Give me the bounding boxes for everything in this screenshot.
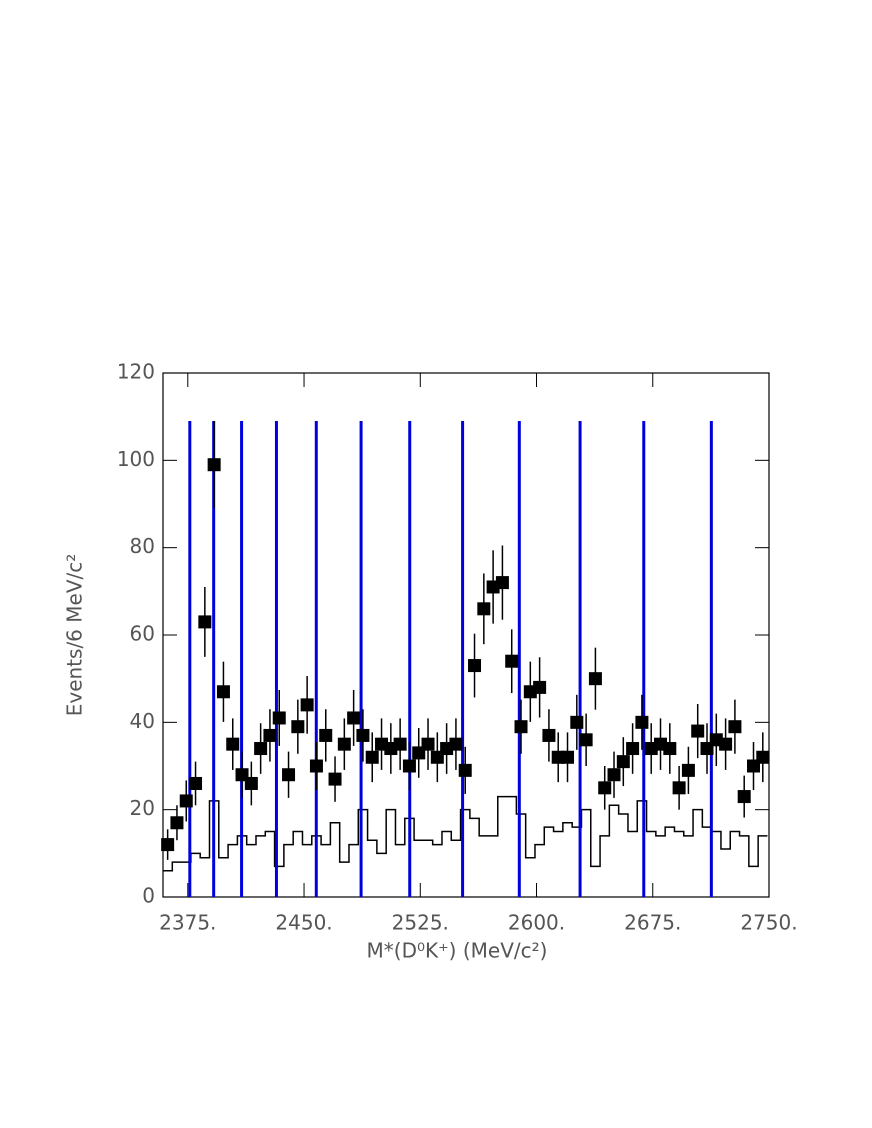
data-point [598,781,612,795]
y-tick-label: 120 [117,360,155,384]
data-point [263,728,277,742]
data-point [542,728,556,742]
data-point [244,776,258,790]
x-tick-label: 2450. [275,911,332,935]
data-point [170,816,184,830]
data-point [309,759,323,773]
x-tick-label: 2525. [392,911,449,935]
data-point [635,715,649,729]
data-point [681,763,695,777]
data-point [756,750,770,764]
data-point [272,711,286,725]
data-point [533,680,547,694]
data-point [254,742,268,756]
data-point [579,733,593,747]
data-point [393,737,407,751]
data-point [189,776,203,790]
data-point [561,750,575,764]
y-tick-label: 0 [142,884,155,908]
data-point [216,685,230,699]
data-point [207,458,221,472]
data-point [402,759,416,773]
data-point [607,768,621,782]
y-tick-label: 60 [130,622,155,646]
y-tick-label: 40 [130,709,155,733]
data-point [291,720,305,734]
data-point [728,720,742,734]
y-tick-label: 100 [117,447,155,471]
data-point [468,659,482,673]
data-point [161,838,175,852]
data-point [458,763,472,777]
data-point [421,737,435,751]
data-point [328,772,342,786]
x-axis-label: M*(D⁰K⁺) (MeV/c²) [367,939,548,963]
data-point [226,737,240,751]
data-point [477,602,491,616]
data-point [672,781,686,795]
data-point [337,737,351,751]
y-tick-label: 20 [130,796,155,820]
background-histogram [163,795,768,872]
data-point [356,728,370,742]
data-point [347,711,361,725]
data-point [588,672,602,686]
data-point [626,742,640,756]
data-point [449,737,463,751]
data-point [495,576,509,590]
data-point [365,750,379,764]
data-point [282,768,296,782]
y-axis-label: Events/6 MeV/c² [63,554,87,717]
x-tick-label: 2675. [624,911,681,935]
data-point [663,742,677,756]
data-point [719,737,733,751]
x-tick-label: 2375. [159,911,216,935]
data-point [319,728,333,742]
data-point [198,615,212,629]
y-tick-label: 80 [130,534,155,558]
x-tick-label: 2750. [740,911,797,935]
data-point [514,720,528,734]
x-tick-label: 2600. [508,911,565,935]
data-point [691,724,705,738]
plot-frame [162,372,770,898]
data-point [300,698,314,712]
data-point [737,790,751,804]
data-point [616,755,630,769]
data-point [505,654,519,668]
data-point [179,794,193,808]
data-point [570,715,584,729]
